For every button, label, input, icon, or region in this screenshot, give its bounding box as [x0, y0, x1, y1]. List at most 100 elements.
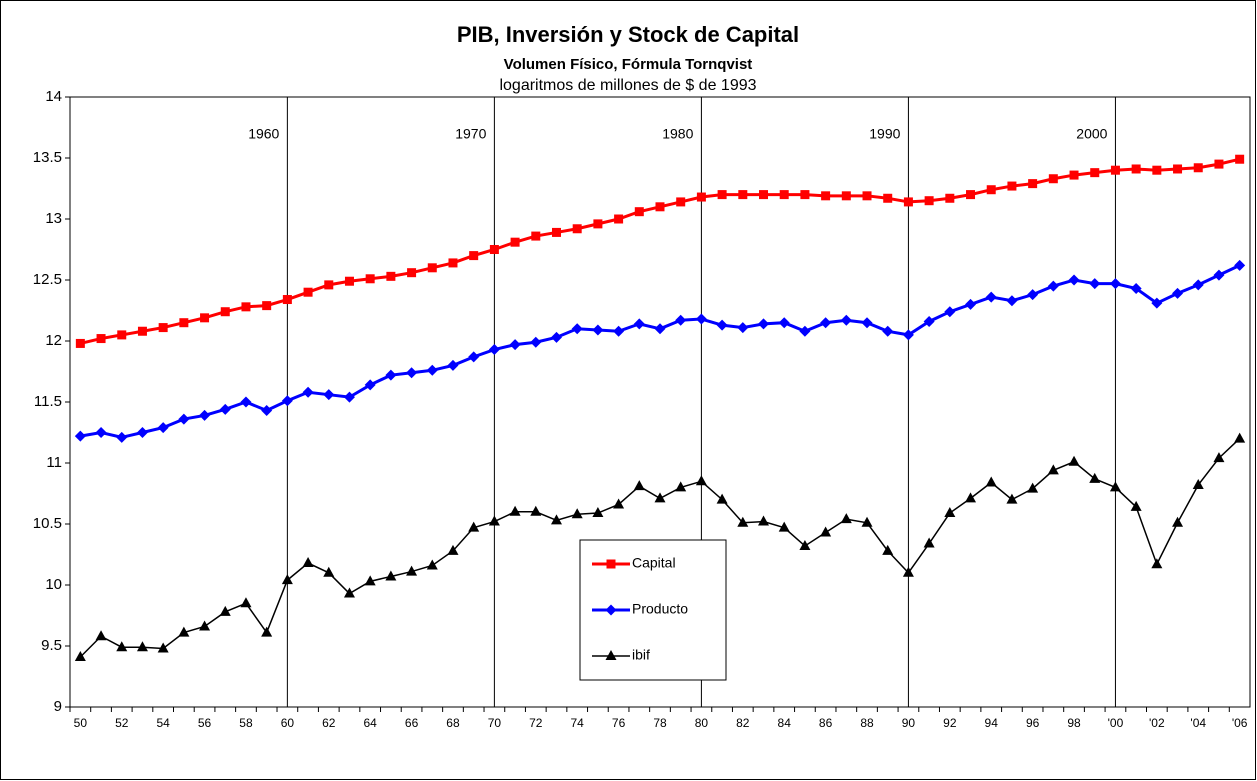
y-tick-label: 12.5: [33, 271, 62, 288]
marker: [426, 559, 438, 570]
marker: [633, 480, 645, 491]
marker: [758, 515, 770, 526]
chart-subtitle: Volumen Físico, Fórmula Tornqvist: [504, 56, 753, 73]
marker: [468, 521, 480, 532]
marker: [219, 605, 231, 616]
marker: [324, 280, 334, 290]
x-tick-label: 74: [571, 716, 585, 730]
x-tick-label: 92: [943, 716, 957, 730]
marker: [883, 193, 893, 203]
y-tick-label: 11: [46, 454, 62, 471]
marker: [385, 369, 397, 381]
marker: [799, 325, 811, 337]
marker: [606, 559, 616, 569]
marker: [1089, 472, 1101, 483]
marker: [882, 544, 894, 555]
marker: [1172, 287, 1184, 299]
marker: [675, 481, 687, 492]
marker: [945, 193, 955, 203]
marker: [613, 325, 625, 337]
marker: [882, 325, 894, 337]
legend-label: Producto: [632, 601, 688, 617]
marker: [696, 192, 706, 202]
marker: [179, 318, 189, 328]
marker: [1089, 278, 1101, 290]
marker: [1130, 500, 1142, 511]
legend: Capital Producto ibif: [579, 539, 727, 681]
marker: [1192, 279, 1204, 291]
x-tick-label: 60: [281, 716, 295, 730]
marker: [902, 329, 914, 341]
marker: [1214, 159, 1224, 169]
y-tick-label: 10: [45, 576, 62, 593]
marker: [241, 302, 251, 312]
marker: [136, 641, 148, 652]
marker: [605, 604, 617, 616]
marker: [737, 322, 749, 334]
marker: [74, 650, 86, 661]
marker: [779, 190, 789, 200]
marker: [1213, 452, 1225, 463]
marker: [136, 427, 148, 438]
marker: [551, 227, 561, 237]
y-tick-label: 9.5: [41, 637, 62, 654]
annotation: 2000: [1076, 126, 1107, 142]
marker: [944, 507, 956, 518]
marker: [1027, 289, 1039, 301]
marker: [758, 318, 770, 330]
marker: [323, 389, 335, 401]
y-tick-label: 9: [54, 698, 62, 715]
marker: [200, 313, 210, 323]
marker: [923, 537, 935, 548]
marker: [592, 324, 604, 336]
marker: [469, 251, 479, 261]
marker: [447, 359, 459, 371]
marker: [323, 566, 335, 577]
marker: [1152, 165, 1162, 175]
marker: [261, 405, 273, 417]
x-tick-label: 90: [902, 716, 916, 730]
marker: [655, 202, 665, 212]
marker: [240, 597, 252, 608]
marker: [695, 313, 707, 325]
x-tick-label: 86: [819, 716, 833, 730]
marker: [530, 505, 542, 516]
marker: [903, 197, 913, 207]
marker: [695, 475, 707, 486]
y-tick-label: 13: [45, 210, 62, 227]
x-tick-label: 80: [695, 716, 709, 730]
marker: [614, 214, 624, 224]
marker: [116, 641, 128, 652]
marker: [985, 476, 997, 487]
x-tick-label: 52: [115, 716, 129, 730]
marker: [716, 493, 728, 504]
marker: [365, 274, 375, 284]
marker: [158, 323, 168, 333]
marker: [261, 626, 273, 637]
marker: [966, 190, 976, 200]
marker: [550, 514, 562, 525]
marker: [1130, 283, 1142, 295]
marker: [1192, 478, 1204, 489]
x-tick-label: 70: [488, 716, 502, 730]
marker: [550, 331, 562, 343]
marker: [861, 516, 873, 527]
marker: [302, 557, 314, 568]
legend-label: Capital: [632, 555, 676, 571]
marker: [509, 339, 521, 351]
marker: [157, 642, 169, 653]
marker: [778, 317, 790, 329]
marker: [1109, 481, 1121, 492]
marker: [613, 498, 625, 509]
x-tick-label: 82: [736, 716, 750, 730]
marker: [219, 403, 231, 415]
marker: [407, 268, 417, 278]
x-tick-label: '02: [1149, 716, 1165, 730]
marker: [116, 431, 128, 443]
marker: [488, 515, 500, 526]
marker: [509, 505, 521, 516]
marker: [281, 395, 293, 407]
marker: [74, 430, 86, 442]
y-tick-label: 12: [45, 332, 62, 349]
marker: [1090, 168, 1100, 178]
